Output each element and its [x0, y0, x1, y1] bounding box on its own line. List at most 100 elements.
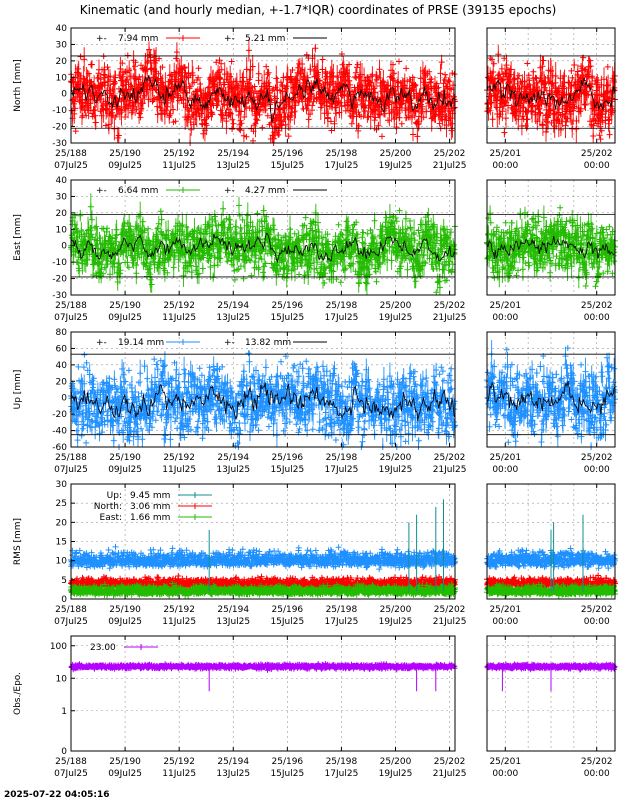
rms-legend-value: 9.45 mm: [130, 491, 170, 501]
east-ytick-label: 0: [61, 242, 67, 252]
up-ytick-label: 40: [56, 361, 68, 371]
rms-zoom-xtick-date: 00:00: [584, 617, 610, 627]
up-main-xtick-label: 25/200: [380, 453, 412, 463]
rms-ytick-label: 30: [56, 480, 68, 490]
up-main-xtick-date: 19Jul25: [379, 465, 413, 475]
up-ytick-label: 20: [56, 377, 68, 387]
east-ytick-label: 40: [56, 176, 68, 186]
north-legend-label: 7.94 mm: [118, 34, 158, 44]
north-main-xtick-date: 13Jul25: [216, 161, 250, 171]
rms-main-xtick-date: 09Jul25: [108, 617, 142, 627]
north-ytick-label: 30: [56, 40, 68, 50]
north-main-xtick-label: 25/200: [380, 149, 412, 159]
north-main-xtick-date: 11Jul25: [162, 161, 196, 171]
rms-zoom-xtick-date: 00:00: [492, 617, 518, 627]
north-main-xtick-label: 25/194: [217, 149, 249, 159]
rms-ylabel: RMS [mm]: [13, 518, 23, 565]
north-main-xtick-label: 25/192: [163, 149, 195, 159]
obs-main-xtick-date: 07Jul25: [54, 769, 88, 779]
north-main-xtick-label: 25/196: [272, 149, 304, 159]
east-legend-glyph: [180, 187, 186, 193]
up-zoom-xtick-date: 00:00: [492, 465, 518, 475]
up-ytick-label: 60: [56, 344, 68, 354]
east-main-xtick-label: 25/194: [217, 301, 249, 311]
obs-main-xtick-date: 15Jul25: [270, 769, 304, 779]
obs-zoom-xtick-label: 25/202: [581, 757, 613, 767]
north-main-xtick-date: 07Jul25: [54, 161, 88, 171]
up-main-xtick-label: 25/188: [55, 453, 87, 463]
rms-main-spikes: [208, 499, 444, 592]
obs-main-xtick-label: 25/200: [380, 757, 412, 767]
up-ytick-label: 0: [61, 394, 67, 404]
east-zoom-xtick-label: 25/202: [581, 301, 613, 311]
obs-main-xtick-label: 25/188: [55, 757, 87, 767]
up-legend-label: 19.14 mm: [118, 338, 164, 348]
up-main-xtick-date: 11Jul25: [162, 465, 196, 475]
rms-legend-label: North:: [94, 502, 122, 512]
obs-legend-glyph: [138, 644, 144, 650]
rms-zoom-xtick-label: 25/202: [581, 605, 613, 615]
obs-zoom-xtick-label: 25/201: [489, 757, 521, 767]
east-main-frame: [70, 179, 456, 296]
up-legend-mark: +-: [224, 338, 235, 348]
east-main-xtick-label: 25/200: [380, 301, 412, 311]
east-ytick-label: 20: [56, 209, 68, 219]
north-main-xtick-date: 15Jul25: [270, 161, 304, 171]
north-main-xtick-label: 25/190: [109, 149, 141, 159]
obs-main-xtick-label: 25/198: [326, 757, 358, 767]
rms-main-xtick-label: 25/194: [217, 605, 249, 615]
north-zoom-xtick-date: 00:00: [584, 161, 610, 171]
up-main-xtick-label: 25/192: [163, 453, 195, 463]
east-ytick-label: -20: [52, 275, 67, 285]
rms-main-xtick-date: 19Jul25: [379, 617, 413, 627]
east-legend-label: 6.64 mm: [118, 186, 158, 196]
north-main-xtick-date: 09Jul25: [108, 161, 142, 171]
east-ytick-label: -10: [52, 258, 67, 268]
rms-main-xtick-date: 21Jul25: [433, 617, 467, 627]
obs-ytick-label: 10: [56, 674, 68, 684]
rms-legend-glyph: [192, 514, 198, 520]
rms-legend-label: East:: [100, 513, 122, 523]
rms-legend-glyph: [192, 492, 198, 498]
rms-main-xtick-label: 25/190: [109, 605, 141, 615]
rms-ytick-label: 5: [61, 576, 67, 586]
rms-main-xtick-date: 13Jul25: [216, 617, 250, 627]
north-zoom-frame: [486, 27, 616, 144]
east-ytick-label: 30: [56, 192, 68, 202]
north-legend-mark: +-: [224, 34, 235, 44]
up-main-xtick-date: 09Jul25: [108, 465, 142, 475]
rms-ytick-label: 20: [56, 518, 68, 528]
up-main-xtick-date: 07Jul25: [54, 465, 88, 475]
obs-main-spikes: [208, 666, 437, 692]
up-zoom-xtick-label: 25/201: [489, 453, 521, 463]
rms-zoom-spikes: [550, 514, 584, 592]
obs-ytick-label: 0: [61, 747, 67, 757]
up-zoom-median-line: [486, 380, 615, 415]
north-zoom-xtick-label: 25/202: [581, 149, 613, 159]
east-ytick-label: -30: [52, 291, 67, 301]
rms-ytick-label: 15: [56, 538, 67, 548]
obs-main-points: [68, 661, 458, 673]
east-zoom-xtick-label: 25/201: [489, 301, 521, 311]
north-ytick-label: -10: [52, 106, 67, 116]
rms-legend-value: 3.06 mm: [130, 502, 170, 512]
east-main-xtick-date: 17Jul25: [325, 313, 359, 323]
north-ytick-label: -20: [52, 123, 67, 133]
obs-zoom-xtick-date: 00:00: [584, 769, 610, 779]
up-main-xtick-date: 15Jul25: [270, 465, 304, 475]
rms-ytick-label: 25: [56, 499, 67, 509]
east-main-xtick-label: 25/198: [326, 301, 358, 311]
rms-legend-glyph: [192, 503, 198, 509]
obs-main-xtick-label: 25/190: [109, 757, 141, 767]
rms-ytick-label: 10: [56, 557, 68, 567]
rms-zoom-frame: [486, 483, 616, 600]
east-main-xtick-date: 11Jul25: [162, 313, 196, 323]
up-legend-glyph: [180, 339, 186, 345]
up-main-xtick-date: 21Jul25: [433, 465, 467, 475]
north-ytick-label: -30: [52, 139, 67, 149]
east-main-xtick-date: 09Jul25: [108, 313, 142, 323]
rms-main-xtick-label: 25/188: [55, 605, 87, 615]
rms-main-xtick-date: 11Jul25: [162, 617, 196, 627]
up-main-frame: [70, 331, 456, 448]
